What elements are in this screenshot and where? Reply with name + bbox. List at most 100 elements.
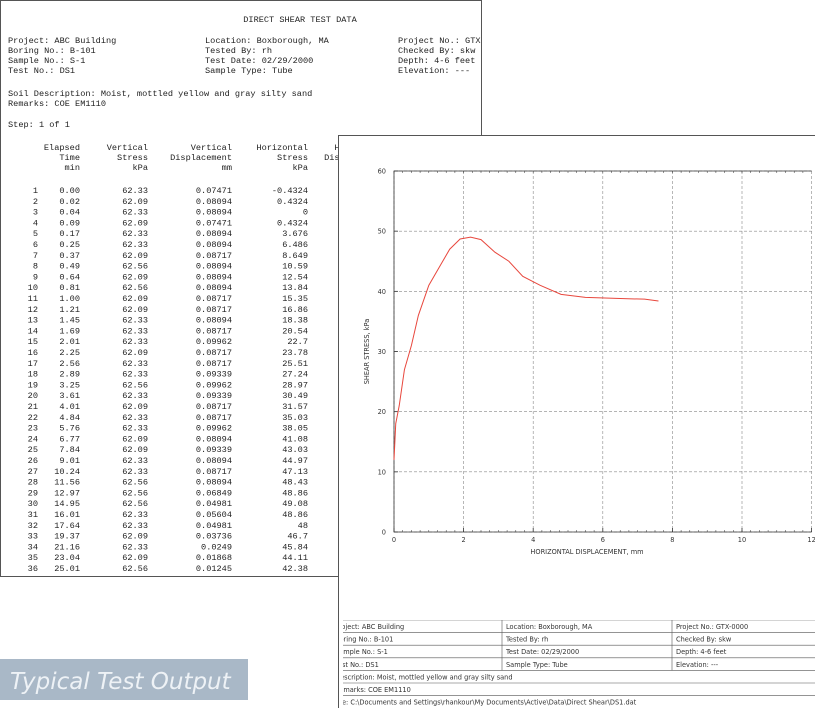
table-cell: 62.33	[122, 424, 148, 434]
table-cell: 14.95	[54, 499, 80, 509]
column-header: kPa	[293, 163, 308, 173]
row-index: 24	[28, 434, 38, 444]
table-cell: 0.81	[59, 283, 80, 293]
table-cell: 1.69	[59, 326, 80, 336]
x-tick-label: 0	[392, 536, 396, 544]
row-index: 20	[28, 391, 38, 401]
footer-cell: Sample No.: S-1	[335, 648, 388, 656]
table-cell: 0.08717	[196, 402, 232, 412]
y-tick-label: 60	[378, 168, 386, 176]
row-index: 33	[28, 532, 38, 542]
table-cell: 0.64	[59, 272, 80, 282]
table-cell: 62.09	[122, 251, 148, 261]
table-cell: 0.09962	[196, 424, 232, 434]
footer-cell: Checked By: skw	[676, 636, 732, 644]
info-field: Project No.: GTX-0000	[398, 36, 506, 46]
column-header: Vertical	[191, 143, 232, 153]
table-cell: 0.17	[59, 229, 80, 239]
row-index: 11	[28, 294, 38, 304]
footer-cell: File: C:\Documents and Settings\rhankour…	[335, 699, 637, 707]
table-cell: 0.08094	[196, 316, 232, 326]
table-cell: 0.05604	[196, 510, 232, 520]
row-index: 32	[28, 521, 38, 531]
row-index: 12	[28, 305, 38, 315]
row-index: 10	[28, 283, 38, 293]
caption: Typical Test Output	[10, 669, 232, 695]
x-tick-label: 6	[601, 536, 605, 544]
row-index: 3	[33, 208, 38, 218]
footer-cell: Sample Type: Tube	[506, 661, 568, 669]
table-cell: 0.08094	[196, 262, 232, 272]
table-cell: 0.0249	[201, 542, 232, 552]
y-axis-label: SHEAR STRESS, kPa	[363, 319, 371, 385]
table-cell: 62.56	[122, 564, 148, 574]
table-cell: 0.08094	[196, 240, 232, 250]
table-cell: 0.08717	[196, 359, 232, 369]
info-field: Location: Boxborough, MA	[205, 36, 330, 46]
table-cell: 0.08717	[196, 467, 232, 477]
info-field: Test Date: 02/29/2000	[205, 56, 313, 66]
y-tick-label: 50	[378, 228, 386, 236]
table-cell: 27.24	[282, 370, 308, 380]
table-cell: 3.61	[59, 391, 80, 401]
table-cell: 0.08094	[196, 197, 232, 207]
row-index: 28	[28, 478, 38, 488]
table-cell: 48.43	[282, 478, 308, 488]
table-cell: 6.77	[59, 434, 80, 444]
x-axis-label: HORIZONTAL DISPLACEMENT, mm	[530, 548, 643, 556]
table-cell: 0.08094	[196, 272, 232, 282]
row-index: 31	[28, 510, 38, 520]
x-tick-label: 10	[738, 536, 746, 544]
table-cell: 62.09	[122, 553, 148, 563]
table-cell: 62.33	[122, 391, 148, 401]
row-index: 5	[33, 229, 38, 239]
table-cell: 62.33	[122, 316, 148, 326]
table-cell: 31.57	[282, 402, 308, 412]
data-line	[393, 236, 659, 460]
row-index: 14	[28, 326, 38, 336]
column-header: Horizontal	[256, 143, 308, 153]
column-header: mm	[222, 163, 232, 173]
table-cell: 62.33	[122, 510, 148, 520]
row-index: 22	[28, 413, 38, 423]
table-cell: 0.09339	[196, 370, 232, 380]
column-header: Stress	[277, 153, 308, 163]
table-cell: 62.33	[122, 456, 148, 466]
x-tick-label: 8	[670, 536, 674, 544]
column-header: Vertical	[107, 143, 148, 153]
table-cell: 1.00	[59, 294, 80, 304]
table-cell: 62.56	[122, 262, 148, 272]
footer-cell: Elevation: ---	[676, 661, 719, 669]
table-cell: 48.86	[282, 488, 308, 498]
table-cell: 62.09	[122, 272, 148, 282]
footer-cell: Boring No.: B-101	[335, 636, 393, 644]
column-header: Stress	[117, 153, 148, 163]
table-cell: 0.02	[59, 197, 80, 207]
table-cell: 62.33	[122, 229, 148, 239]
soil-description: Soil Description: Moist, mottled yellow …	[8, 89, 312, 99]
table-cell: 62.56	[122, 478, 148, 488]
column-header: min	[65, 163, 80, 173]
footer-table: Project: ABC Building Location: Boxboroug…	[335, 620, 815, 707]
table-cell: 62.33	[122, 186, 148, 196]
table-cell: 15.35	[282, 294, 308, 304]
table-cell: 17.64	[54, 521, 80, 531]
table-cell: 20.54	[282, 326, 308, 336]
y-tick-label: 0	[382, 529, 386, 537]
table-cell: 0.04981	[196, 499, 232, 509]
table-cell: 0.09962	[196, 380, 232, 390]
table-cell: 62.33	[122, 337, 148, 347]
footer-cell: Project No.: GTX-0000	[676, 623, 748, 631]
table-cell: 62.56	[122, 488, 148, 498]
table-cell: 62.09	[122, 305, 148, 315]
table-cell: 22.7	[287, 337, 308, 347]
row-index: 30	[28, 499, 38, 509]
row-index: 7	[33, 251, 38, 261]
table-cell: 0.49	[59, 262, 80, 272]
axis-frame	[393, 170, 812, 533]
table-cell: 0.06849	[196, 488, 232, 498]
table-cell: 30.49	[282, 391, 308, 401]
row-index: 16	[28, 348, 38, 358]
row-index: 18	[28, 370, 38, 380]
row-index: 25	[28, 445, 38, 455]
